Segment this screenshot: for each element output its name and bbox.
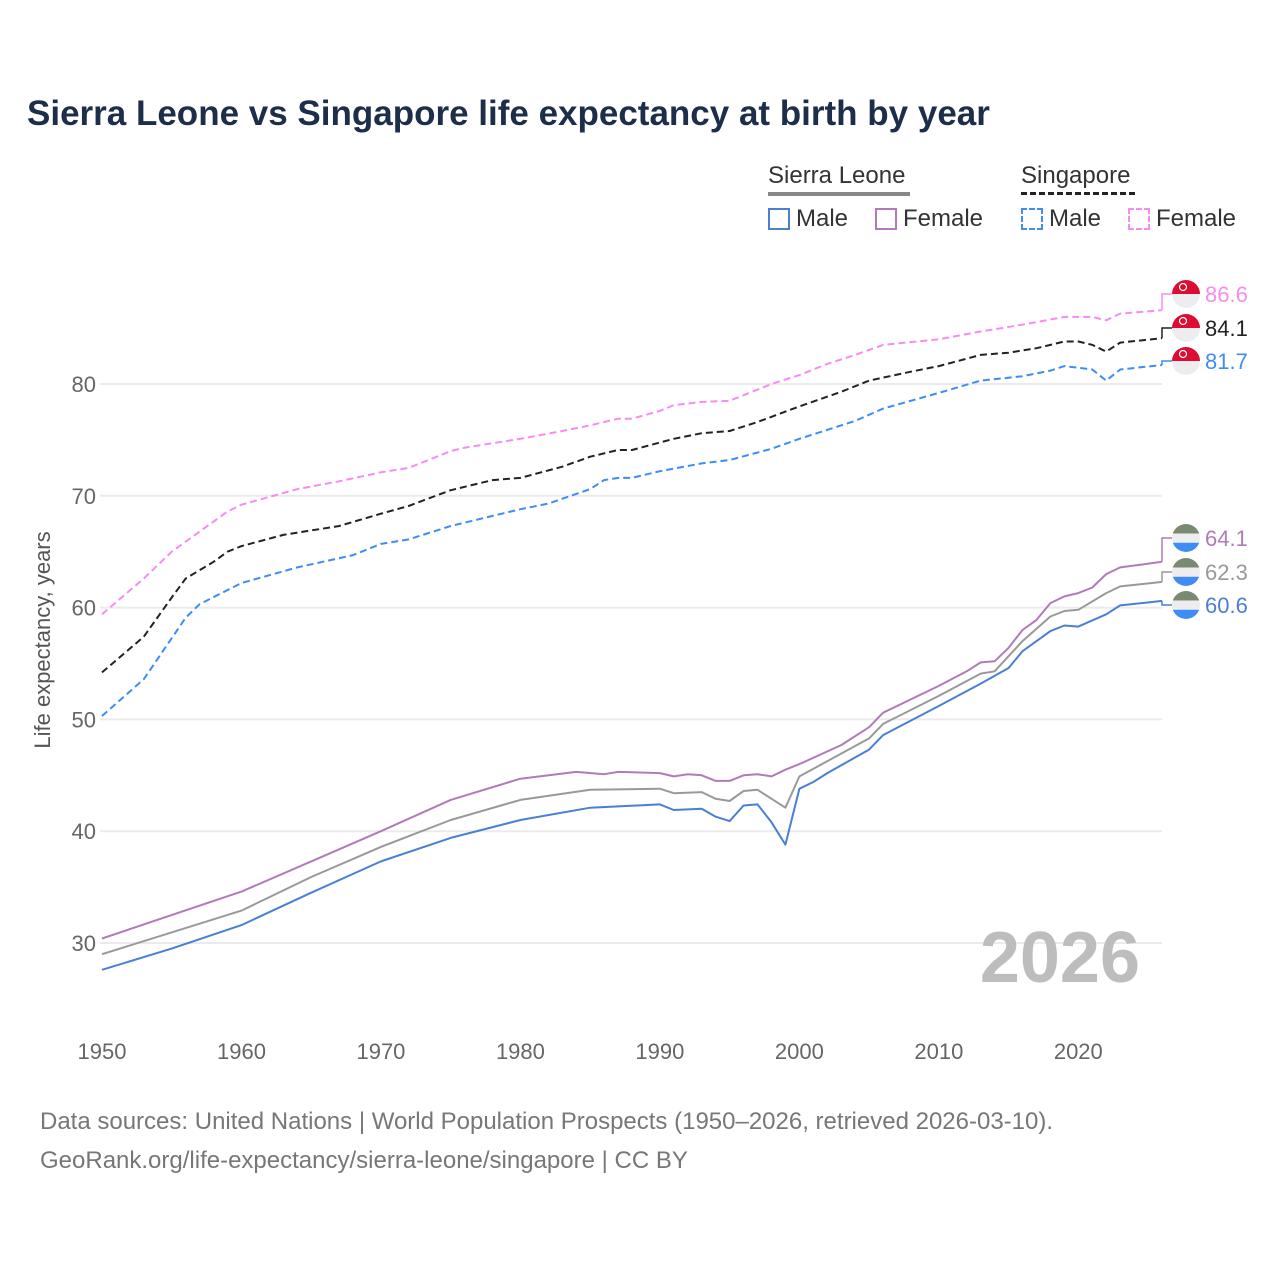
legend-group-title: Sierra Leone <box>768 162 906 189</box>
end-value-label: 60.6 <box>1205 593 1248 618</box>
legend-label: Male <box>1049 205 1102 232</box>
legend-swatch <box>768 208 790 230</box>
end-value-label: 86.6 <box>1205 282 1248 307</box>
legend-item-sg-female[interactable]: Female <box>1128 205 1236 233</box>
x-tick-label: 2000 <box>775 1039 824 1064</box>
label-connector <box>1161 571 1172 582</box>
y-axis-label: Life expectancy, years <box>30 531 55 748</box>
end-value-label: 84.1 <box>1205 316 1248 341</box>
y-tick-label: 40 <box>72 819 96 844</box>
x-tick-label: 2010 <box>914 1039 963 1064</box>
x-tick-label: 2020 <box>1054 1039 1103 1064</box>
x-tick-label: 1990 <box>635 1039 684 1064</box>
legend-group-underline <box>768 192 910 196</box>
year-watermark: 2026 <box>980 918 1140 998</box>
sierra-leone-flag-icon <box>1172 558 1200 586</box>
singapore-flag-icon <box>1172 314 1200 342</box>
singapore-flag-icon <box>1172 280 1200 308</box>
end-value-label: 64.1 <box>1205 526 1248 551</box>
x-tick-label: 1970 <box>356 1039 405 1064</box>
sierra-leone-flag-icon <box>1172 591 1200 619</box>
legend-swatch <box>875 208 897 230</box>
legend-label: Female <box>903 205 984 232</box>
legend-group-title: Singapore <box>1021 162 1131 189</box>
sierra-leone-flag-icon <box>1172 524 1200 552</box>
legend-item-sl-male[interactable]: Male <box>768 205 848 233</box>
label-connector <box>1161 537 1172 562</box>
label-connector <box>1161 293 1172 311</box>
series-line-singapore-total <box>101 337 1163 674</box>
y-tick-label: 30 <box>72 931 96 956</box>
x-tick-label: 1980 <box>496 1039 545 1064</box>
series-line-singapore-female <box>101 309 1163 616</box>
footer-link[interactable]: GeoRank.org/life-expectancy/sierra-leone… <box>40 1147 688 1174</box>
label-connector <box>1161 600 1172 606</box>
y-tick-label: 60 <box>72 596 96 621</box>
series-line-sierra-leone-female <box>101 560 1163 940</box>
y-tick-label: 50 <box>72 707 96 732</box>
y-tick-label: 70 <box>72 484 96 509</box>
legend-item-sg-male[interactable]: Male <box>1021 205 1101 233</box>
series-line-sierra-leone-total <box>101 580 1163 956</box>
legend-label: Male <box>796 205 849 232</box>
legend-group-underline <box>1021 192 1135 195</box>
footer-source: Data sources: United Nations | World Pop… <box>40 1108 1054 1135</box>
x-tick-label: 1950 <box>78 1039 127 1064</box>
legend-swatch <box>1021 208 1043 230</box>
series-line-sierra-leone-male <box>101 599 1163 971</box>
series-line-singapore-male <box>101 364 1163 717</box>
end-value-label: 62.3 <box>1205 560 1248 585</box>
x-tick-label: 1960 <box>217 1039 266 1064</box>
end-value-label: 81.7 <box>1205 349 1248 374</box>
legend-label: Female <box>1156 205 1237 232</box>
legend-swatch <box>1128 208 1150 230</box>
y-tick-label: 80 <box>72 372 96 397</box>
label-connector <box>1161 360 1172 365</box>
chart-title: Sierra Leone vs Singapore life expectanc… <box>27 94 990 133</box>
singapore-flag-icon <box>1172 347 1200 375</box>
legend-item-sl-female[interactable]: Female <box>875 205 983 233</box>
label-connector <box>1161 327 1172 339</box>
